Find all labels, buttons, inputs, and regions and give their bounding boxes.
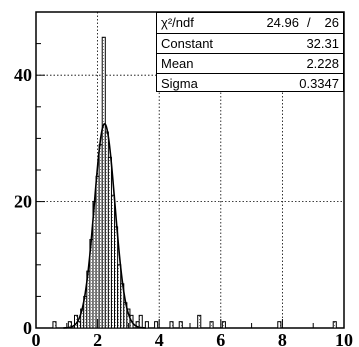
stat-row-constant: Constant 32.31 [157,33,343,54]
y-tick-label: 20 [14,192,32,212]
histogram-bar [210,322,213,328]
stat-row-chi2: χ²/ndf 24.96 / 26 [157,13,343,33]
x-tick-label: 2 [93,330,102,347]
fit-statistics-box: χ²/ndf 24.96 / 26 Constant 32.31 Mean 2.… [156,12,344,92]
x-tick-label: 4 [155,330,164,347]
mean-value: 2.228 [306,54,339,74]
histogram-bar [139,315,142,328]
ndf-value: 26 [325,13,339,33]
histogram-bar [155,322,158,328]
x-tick-label: 0 [32,330,41,347]
chi2-slash: / [307,13,311,33]
x-tick-label: 8 [278,330,287,347]
histogram-bar [53,322,56,328]
y-tick-label: 40 [14,65,32,85]
histogram-bar [333,322,336,328]
chi2-value: 24.96 [259,13,299,33]
sigma-value: 0.3347 [299,74,339,94]
constant-value: 32.31 [306,34,339,54]
x-tick-label: 10 [335,330,353,347]
histogram-bar [179,322,182,328]
stat-row-sigma: Sigma 0.3347 [157,73,343,94]
histogram-bar [198,315,201,328]
y-tick-label: 0 [23,318,32,338]
x-tick-label: 6 [216,330,225,347]
histogram-bar [278,322,281,328]
constant-label: Constant [161,34,213,54]
histogram-bar [145,322,148,328]
histogram-bar [170,322,173,328]
histogram-bar [222,322,225,328]
mean-label: Mean [161,54,194,74]
chi2-ndf-label: χ²/ndf [161,13,194,33]
axis-tick-labels: 0 2 4 6 8 10 0 20 40 [14,65,353,347]
sigma-label: Sigma [161,74,198,94]
stat-row-mean: Mean 2.228 [157,53,343,74]
